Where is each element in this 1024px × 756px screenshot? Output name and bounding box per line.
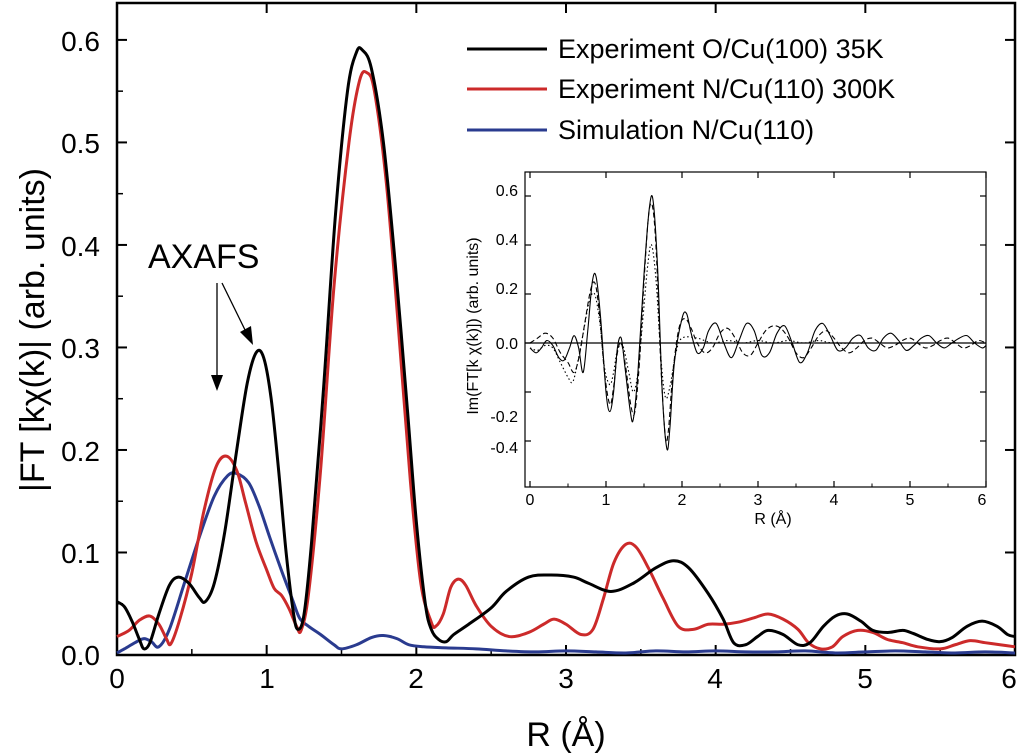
inset-ytick-label: 0.2 [496,281,518,298]
main-series-line [116,46,1016,651]
axafs-annotation: AXAFS [148,238,259,276]
inset-y-axis-title: Im(FT[k χ(k)]) (arb. units) [465,237,482,414]
main-xtick-label: 1 [259,663,275,694]
axafs-arrow-diag-head [240,326,253,345]
legend-label: Simulation N/Cu(110) [558,115,814,145]
inset-xtick-label: 0 [526,492,535,509]
inset-series-line [529,202,987,443]
inset-ytick-label: -0.2 [490,409,518,426]
inset-xtick-label: 3 [754,492,763,509]
inset-xtick-label: 4 [830,492,839,509]
axafs-arrow-diag [221,282,249,337]
main-xtick-label: 4 [707,663,723,694]
inset-xtick-label: 6 [978,492,987,509]
main-plot: 0.0 0.1 0.2 0.3 0.4 0.5 0.6 0 1 2 3 4 5 … [14,1,1017,754]
main-ytick-label: 0.1 [61,538,100,569]
main-ytick-label: 0.2 [61,436,100,467]
main-x-axis-title: R (Å) [526,716,605,754]
inset-series [529,194,987,451]
inset-ytick-label: -0.4 [490,440,518,457]
main-xtick-label: 0 [109,663,125,694]
axafs-arrow-down-head [211,375,223,391]
inset-ytick-label: 0.6 [496,183,518,200]
main-series [116,46,1016,655]
main-ytick-label: 0.0 [61,640,100,671]
inset-xtick-label: 2 [678,492,687,509]
inset-ticks [525,172,987,487]
inset-plot-frame [524,171,987,488]
main-ytick-label: 0.4 [61,231,100,262]
main-series-line [116,70,1016,651]
legend-label: Experiment N/Cu(110) 300K [558,74,895,104]
inset-plot: -0.4 -0.2 0.0 0.2 0.4 0.6 0 1 2 3 4 5 6 … [465,171,987,528]
inset-ytick-label: 0.4 [496,232,518,249]
main-xtick-label: 5 [857,663,873,694]
inset-series-line [529,194,987,451]
inset-ytick-label: 0.0 [496,336,518,353]
inset-xtick-label: 1 [602,492,611,509]
main-ytick-label: 0.5 [61,128,100,159]
main-xtick-label: 6 [1001,663,1017,694]
main-ytick-label: 0.6 [61,26,100,57]
main-ytick-label: 0.3 [61,333,100,364]
inset-xtick-label: 5 [906,492,915,509]
main-xtick-label: 3 [558,663,574,694]
inset-x-axis-title: R (Å) [754,509,791,528]
inset-series-line [529,243,986,400]
main-y-axis-title: |FT [kχ(k)| (arb. units) [14,168,52,492]
legend: Experiment O/Cu(100) 35K Experiment N/Cu… [467,34,895,145]
legend-label: Experiment O/Cu(100) 35K [558,34,884,64]
main-xtick-label: 2 [408,663,424,694]
